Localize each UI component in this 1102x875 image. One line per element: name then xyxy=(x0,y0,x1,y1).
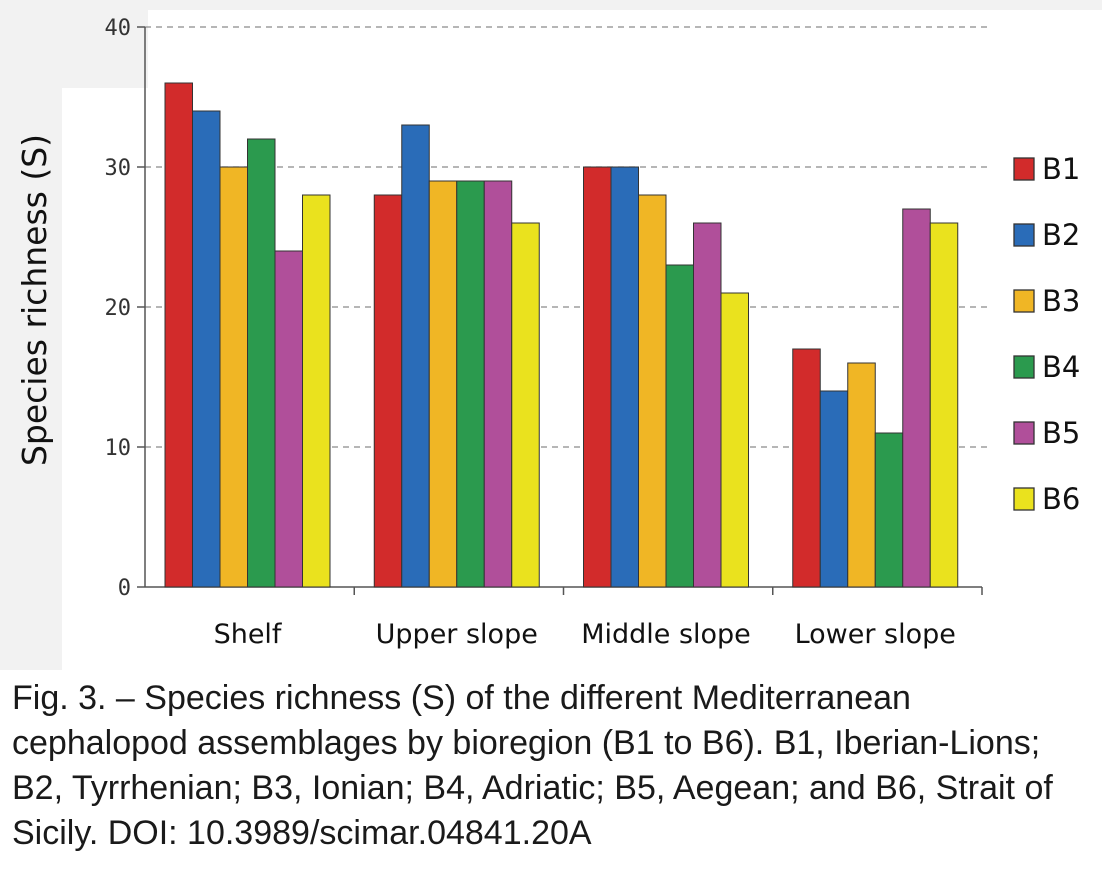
figure-caption: Fig. 3. – Species richness (S) of the di… xyxy=(12,679,1053,852)
y-tick-label: 0 xyxy=(118,576,131,601)
bar-b4-shelf xyxy=(247,138,276,588)
bar-b3-shelf xyxy=(219,166,248,588)
bar-b1-lower-slope xyxy=(792,348,821,588)
y-tick-labels: 0 10 20 30 40 xyxy=(105,16,132,601)
legend-swatch-b1 xyxy=(1013,157,1035,181)
bar-b1-upper-slope xyxy=(373,194,403,588)
y-tick-label: 10 xyxy=(105,436,132,461)
legend-label-b6: B6 xyxy=(1042,482,1080,516)
bar-b2-shelf xyxy=(192,110,221,588)
bar-b6-lower-slope xyxy=(929,222,959,588)
y-tick-label: 30 xyxy=(105,156,132,181)
y-tick-label: 20 xyxy=(105,296,132,321)
bar-b5-middle-slope xyxy=(693,222,722,588)
bar-b1-middle-slope xyxy=(583,166,612,588)
bar-b3-middle-slope xyxy=(638,194,667,588)
bar-b6-shelf xyxy=(302,194,331,588)
legend-swatch-b6 xyxy=(1013,487,1035,511)
bar-b2-lower-slope xyxy=(819,390,849,588)
legend-swatch-b4 xyxy=(1013,355,1035,379)
bar-b3-upper-slope xyxy=(428,180,458,588)
bar-b6-upper-slope xyxy=(511,222,540,588)
bar-b2-middle-slope xyxy=(610,166,639,588)
bar-b4-middle-slope xyxy=(665,264,694,588)
bars xyxy=(164,82,959,588)
bar-b3-lower-slope xyxy=(847,362,876,588)
bar-b5-lower-slope xyxy=(902,208,931,588)
category-labels: Shelf Upper slope Middle slope Lower slope xyxy=(214,619,956,650)
category-label: Middle slope xyxy=(581,619,751,650)
bar-b4-upper-slope xyxy=(456,180,485,588)
bar-b4-lower-slope xyxy=(874,432,904,588)
bar-b6-middle-slope xyxy=(720,292,749,588)
category-label: Shelf xyxy=(214,619,283,650)
legend-label-b2: B2 xyxy=(1042,218,1080,252)
bar-b2-upper-slope xyxy=(401,124,430,588)
legend-swatch-b3 xyxy=(1013,289,1035,313)
y-tick-label: 40 xyxy=(105,16,132,41)
legend-label-b1: B1 xyxy=(1042,152,1080,186)
category-label: Upper slope xyxy=(376,619,538,650)
bar-b5-shelf xyxy=(274,250,303,588)
bar-b1-shelf xyxy=(164,82,193,588)
legend-swatch-b5 xyxy=(1013,421,1035,445)
legend-swatch-b2 xyxy=(1013,223,1035,247)
legend-label-b4: B4 xyxy=(1042,350,1080,384)
legend-label-b5: B5 xyxy=(1042,416,1080,450)
bar-b5-upper-slope xyxy=(483,180,513,588)
legend-label-b3: B3 xyxy=(1042,284,1080,318)
bar-chart: 0 10 20 30 40 Shelf Upper slope Middle slope Lo… xyxy=(15,10,1102,670)
category-label: Lower slope xyxy=(795,619,956,650)
chart-figure: 0 10 20 30 40 Shelf Upper slope Middle slope Lo… xyxy=(0,0,1102,670)
category-label-background xyxy=(178,600,986,670)
legend: B1 B2 B3 B4 B5 B6 xyxy=(1013,152,1080,516)
y-axis-label: Species richness (S) xyxy=(15,134,54,466)
